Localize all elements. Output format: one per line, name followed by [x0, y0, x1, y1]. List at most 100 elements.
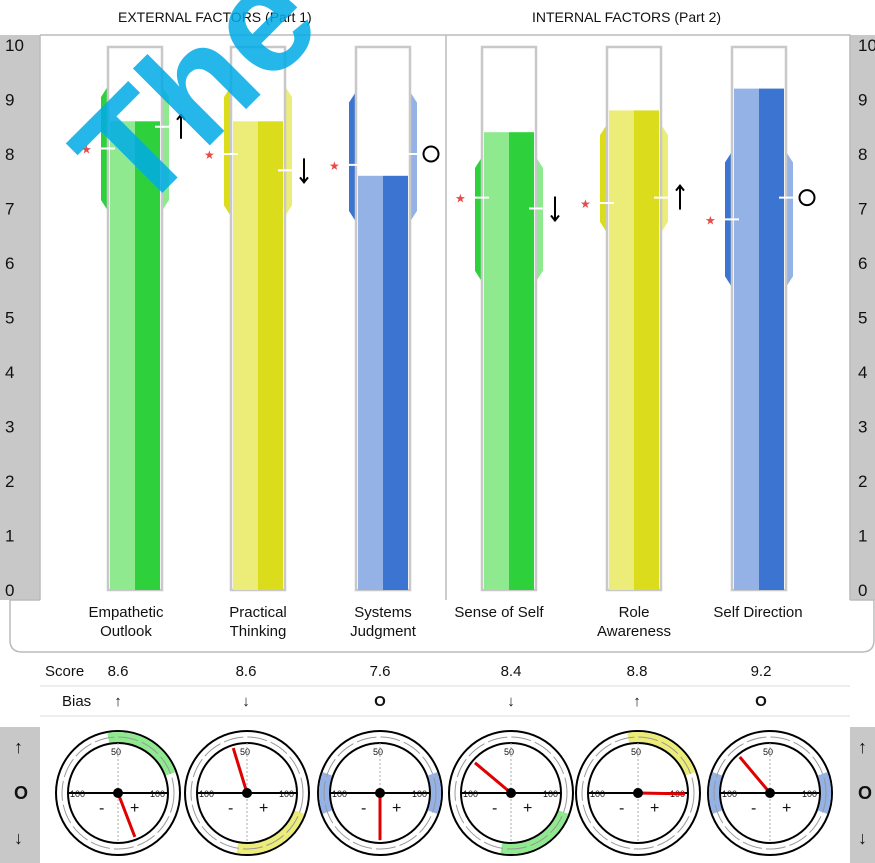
star-mark: ★ [204, 148, 215, 162]
bias-circle [798, 189, 816, 207]
star-mark: ★ [81, 143, 92, 157]
gauge-left-label: 100 [70, 789, 85, 799]
gauge-minus: - [228, 800, 233, 817]
bias-arrow-head [550, 214, 560, 223]
y-tick-left: 3 [5, 418, 14, 437]
bar-fill-dark [258, 121, 283, 591]
y-tick-left: 5 [5, 309, 14, 328]
star-mark: ★ [329, 159, 340, 173]
gauge-right-label: 100 [543, 789, 558, 799]
gauge-minus: - [619, 800, 624, 817]
gauge-arc [318, 772, 333, 814]
category-label-line: Outlook [100, 623, 152, 640]
bar-fill-light [233, 121, 258, 591]
y-tick-right: 4 [858, 363, 867, 382]
category-label-line: Practical [229, 604, 287, 621]
star-mark: ★ [705, 213, 716, 227]
side-symbol-right: ↓ [858, 828, 867, 848]
gauge-plus: + [782, 800, 791, 817]
bar-fill-light [484, 132, 509, 590]
bar-fill-dark [509, 132, 534, 590]
y-tick-left: 7 [5, 200, 14, 219]
category-label-line: Systems [354, 604, 412, 621]
gauge-hub [242, 788, 252, 798]
y-tick-right: 3 [858, 418, 867, 437]
y-tick-left: 2 [5, 472, 14, 491]
category-label-line: Thinking [229, 623, 287, 640]
gauge-minus: - [99, 800, 104, 817]
y-tick-right: 1 [858, 527, 867, 546]
bar-group-2: ★ [329, 45, 440, 592]
gauge-plus: + [130, 800, 139, 817]
score-value: 8.8 [626, 663, 648, 680]
gauge-plus: + [259, 800, 268, 817]
gauge-0: 50 100 100 - + [55, 730, 181, 856]
y-tick-right: 9 [858, 91, 867, 110]
category-label-line: Sense of Self [454, 604, 544, 621]
gauge-left-label: 100 [590, 789, 605, 799]
gauge-top-label: 50 [111, 747, 121, 757]
gauge-plus: + [523, 800, 532, 817]
score-value: 8.6 [235, 663, 257, 680]
side-symbol-right: O [858, 783, 872, 803]
right-axis-bar [850, 35, 875, 600]
gauge-top-label: 50 [240, 747, 250, 757]
gauge-mid-ring [713, 736, 827, 850]
side-symbol-left: O [14, 783, 28, 803]
gauge-arc [236, 810, 305, 855]
gauge-plus: + [392, 800, 401, 817]
bar-group-0: ★ [81, 45, 186, 592]
gauge-needle [637, 791, 686, 796]
bias-arrow-head [675, 183, 685, 192]
bar-fill-dark [383, 175, 408, 591]
left-gauge-bar [0, 727, 40, 863]
bias-arrow-head [299, 176, 309, 184]
gauge-arc [500, 810, 569, 855]
gauge-arc [107, 732, 176, 776]
bias-circle [422, 145, 440, 163]
y-tick-right: 8 [858, 145, 867, 164]
side-symbol-left: ↑ [14, 737, 23, 757]
category-label: Sense of Self [439, 603, 559, 622]
category-label-line: Empathetic [88, 604, 164, 621]
side-symbol-left: ↓ [14, 828, 23, 848]
gauge-right-label: 100 [279, 789, 294, 799]
bias-arrow-head [176, 113, 186, 121]
gauge-hub [506, 788, 516, 798]
gauge-hub [375, 788, 385, 798]
category-label: Self Direction [698, 603, 818, 622]
gauge-mid-ring [454, 736, 568, 850]
y-tick-right: 5 [858, 309, 867, 328]
bar-fill-light [609, 110, 634, 591]
gauge-plus: + [650, 800, 659, 817]
category-label-line: Role [618, 604, 650, 621]
gauge-top-label: 50 [763, 747, 773, 757]
gauge-top-label: 50 [504, 747, 514, 757]
bar-fill-light [734, 88, 759, 590]
star-mark: ★ [580, 197, 591, 211]
gauge-hub [113, 788, 123, 798]
gauge-mid-ring [190, 736, 304, 850]
y-tick-left: 8 [5, 145, 14, 164]
gauge-mid-ring [61, 736, 175, 850]
bar-group-3: ★ [455, 45, 560, 592]
gauge-3: 50 100 100 - + [448, 730, 574, 856]
y-tick-left: 1 [5, 527, 14, 546]
category-label-line: Self Direction [713, 604, 803, 621]
gauge-minus: - [751, 800, 756, 817]
gauge-right-label: 100 [412, 789, 427, 799]
category-label: Role Awareness [574, 603, 694, 641]
gauge-mid-ring [581, 736, 695, 850]
bar-fill-dark [634, 110, 659, 591]
bias-value: O [374, 693, 386, 710]
gauge-needle [738, 756, 772, 794]
gauge-left-label: 100 [199, 789, 214, 799]
bias-value: ↓ [242, 693, 250, 710]
bias-value: ↑ [114, 693, 122, 710]
left-axis-bar [0, 35, 40, 600]
star-mark: ★ [455, 192, 466, 206]
gauge-5: 50 100 100 - + [707, 730, 833, 856]
